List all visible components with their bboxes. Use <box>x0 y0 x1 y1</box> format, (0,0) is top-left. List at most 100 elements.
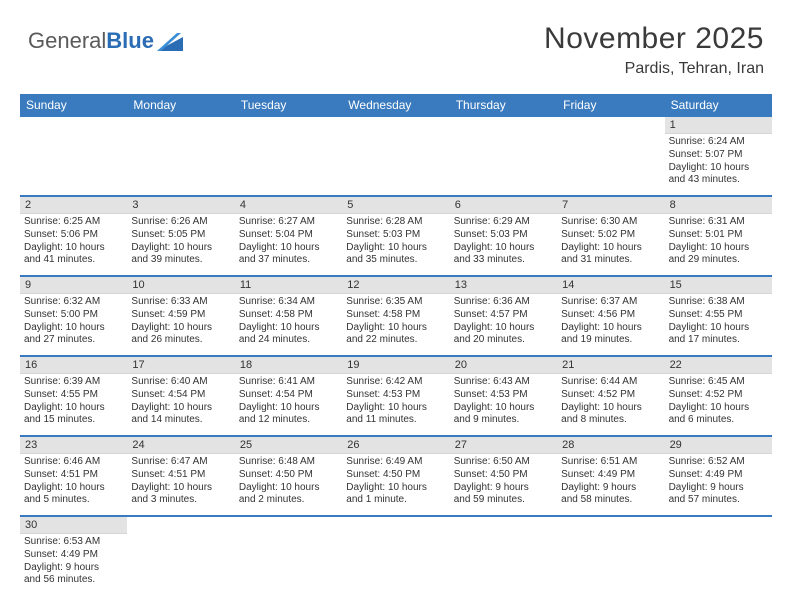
day-cell: 30Sunrise: 6:53 AMSunset: 4:49 PMDayligh… <box>20 517 127 595</box>
day-header-cell: Tuesday <box>235 94 342 117</box>
empty-cell <box>127 117 234 195</box>
week-row: 23Sunrise: 6:46 AMSunset: 4:51 PMDayligh… <box>20 437 772 515</box>
day-cell: 5Sunrise: 6:28 AMSunset: 5:03 PMDaylight… <box>342 197 449 275</box>
empty-cell <box>557 117 664 195</box>
day-number: 8 <box>665 197 772 214</box>
day-cell: 3Sunrise: 6:26 AMSunset: 5:05 PMDaylight… <box>127 197 234 275</box>
day-number <box>342 117 449 133</box>
day-number: 28 <box>557 437 664 454</box>
day-cell: 1Sunrise: 6:24 AMSunset: 5:07 PMDaylight… <box>665 117 772 195</box>
header: GeneralBlue November 2025 Pardis, Tehran… <box>0 0 792 86</box>
empty-cell <box>127 517 234 595</box>
day-cell: 4Sunrise: 6:27 AMSunset: 5:04 PMDaylight… <box>235 197 342 275</box>
empty-cell <box>450 517 557 595</box>
day-number: 10 <box>127 277 234 294</box>
day-number: 25 <box>235 437 342 454</box>
day-cell: 20Sunrise: 6:43 AMSunset: 4:53 PMDayligh… <box>450 357 557 435</box>
day-number: 12 <box>342 277 449 294</box>
empty-cell <box>235 517 342 595</box>
logo-text-blue: Blue <box>106 28 154 54</box>
day-content: Sunrise: 6:52 AMSunset: 4:49 PMDaylight:… <box>665 454 772 511</box>
day-number: 22 <box>665 357 772 374</box>
day-content: Sunrise: 6:27 AMSunset: 5:04 PMDaylight:… <box>235 214 342 271</box>
week-row: 2Sunrise: 6:25 AMSunset: 5:06 PMDaylight… <box>20 197 772 275</box>
day-number: 19 <box>342 357 449 374</box>
day-number <box>557 117 664 133</box>
day-cell: 7Sunrise: 6:30 AMSunset: 5:02 PMDaylight… <box>557 197 664 275</box>
day-number: 30 <box>20 517 127 534</box>
day-content: Sunrise: 6:38 AMSunset: 4:55 PMDaylight:… <box>665 294 772 351</box>
day-cell: 6Sunrise: 6:29 AMSunset: 5:03 PMDaylight… <box>450 197 557 275</box>
day-header-cell: Friday <box>557 94 664 117</box>
day-content: Sunrise: 6:42 AMSunset: 4:53 PMDaylight:… <box>342 374 449 431</box>
day-cell: 27Sunrise: 6:50 AMSunset: 4:50 PMDayligh… <box>450 437 557 515</box>
day-cell: 2Sunrise: 6:25 AMSunset: 5:06 PMDaylight… <box>20 197 127 275</box>
day-number <box>235 517 342 533</box>
day-content: Sunrise: 6:49 AMSunset: 4:50 PMDaylight:… <box>342 454 449 511</box>
day-cell: 16Sunrise: 6:39 AMSunset: 4:55 PMDayligh… <box>20 357 127 435</box>
day-cell: 11Sunrise: 6:34 AMSunset: 4:58 PMDayligh… <box>235 277 342 355</box>
day-content: Sunrise: 6:26 AMSunset: 5:05 PMDaylight:… <box>127 214 234 271</box>
day-content: Sunrise: 6:35 AMSunset: 4:58 PMDaylight:… <box>342 294 449 351</box>
empty-cell <box>665 517 772 595</box>
day-number: 29 <box>665 437 772 454</box>
day-number: 13 <box>450 277 557 294</box>
day-content: Sunrise: 6:48 AMSunset: 4:50 PMDaylight:… <box>235 454 342 511</box>
day-number: 11 <box>235 277 342 294</box>
day-number <box>342 517 449 533</box>
day-cell: 9Sunrise: 6:32 AMSunset: 5:00 PMDaylight… <box>20 277 127 355</box>
empty-cell <box>235 117 342 195</box>
day-number: 5 <box>342 197 449 214</box>
day-number: 9 <box>20 277 127 294</box>
day-header-row: SundayMondayTuesdayWednesdayThursdayFrid… <box>20 94 772 117</box>
day-content: Sunrise: 6:53 AMSunset: 4:49 PMDaylight:… <box>20 534 127 591</box>
day-number <box>665 517 772 533</box>
day-header-cell: Thursday <box>450 94 557 117</box>
day-header-cell: Wednesday <box>342 94 449 117</box>
day-number: 18 <box>235 357 342 374</box>
day-content: Sunrise: 6:37 AMSunset: 4:56 PMDaylight:… <box>557 294 664 351</box>
day-number: 21 <box>557 357 664 374</box>
day-number: 26 <box>342 437 449 454</box>
day-content: Sunrise: 6:47 AMSunset: 4:51 PMDaylight:… <box>127 454 234 511</box>
day-cell: 22Sunrise: 6:45 AMSunset: 4:52 PMDayligh… <box>665 357 772 435</box>
empty-cell <box>342 117 449 195</box>
day-cell: 25Sunrise: 6:48 AMSunset: 4:50 PMDayligh… <box>235 437 342 515</box>
day-cell: 26Sunrise: 6:49 AMSunset: 4:50 PMDayligh… <box>342 437 449 515</box>
day-cell: 12Sunrise: 6:35 AMSunset: 4:58 PMDayligh… <box>342 277 449 355</box>
day-content: Sunrise: 6:25 AMSunset: 5:06 PMDaylight:… <box>20 214 127 271</box>
day-content: Sunrise: 6:30 AMSunset: 5:02 PMDaylight:… <box>557 214 664 271</box>
day-cell: 13Sunrise: 6:36 AMSunset: 4:57 PMDayligh… <box>450 277 557 355</box>
day-cell: 29Sunrise: 6:52 AMSunset: 4:49 PMDayligh… <box>665 437 772 515</box>
empty-cell <box>450 117 557 195</box>
empty-cell <box>557 517 664 595</box>
day-number: 2 <box>20 197 127 214</box>
day-number <box>127 517 234 533</box>
day-number: 7 <box>557 197 664 214</box>
day-number: 17 <box>127 357 234 374</box>
day-number: 23 <box>20 437 127 454</box>
day-cell: 19Sunrise: 6:42 AMSunset: 4:53 PMDayligh… <box>342 357 449 435</box>
day-header-cell: Sunday <box>20 94 127 117</box>
calendar: SundayMondayTuesdayWednesdayThursdayFrid… <box>20 94 772 595</box>
day-number <box>557 517 664 533</box>
day-content: Sunrise: 6:50 AMSunset: 4:50 PMDaylight:… <box>450 454 557 511</box>
day-header-cell: Monday <box>127 94 234 117</box>
week-row: 1Sunrise: 6:24 AMSunset: 5:07 PMDaylight… <box>20 117 772 195</box>
location: Pardis, Tehran, Iran <box>544 60 764 78</box>
day-cell: 21Sunrise: 6:44 AMSunset: 4:52 PMDayligh… <box>557 357 664 435</box>
day-content: Sunrise: 6:43 AMSunset: 4:53 PMDaylight:… <box>450 374 557 431</box>
logo: GeneralBlue <box>28 22 183 54</box>
logo-text-general: General <box>28 28 106 54</box>
day-content: Sunrise: 6:36 AMSunset: 4:57 PMDaylight:… <box>450 294 557 351</box>
day-cell: 18Sunrise: 6:41 AMSunset: 4:54 PMDayligh… <box>235 357 342 435</box>
week-row: 9Sunrise: 6:32 AMSunset: 5:00 PMDaylight… <box>20 277 772 355</box>
logo-flag-icon <box>157 33 183 51</box>
day-number: 24 <box>127 437 234 454</box>
day-content: Sunrise: 6:44 AMSunset: 4:52 PMDaylight:… <box>557 374 664 431</box>
day-content: Sunrise: 6:46 AMSunset: 4:51 PMDaylight:… <box>20 454 127 511</box>
day-content: Sunrise: 6:31 AMSunset: 5:01 PMDaylight:… <box>665 214 772 271</box>
day-cell: 14Sunrise: 6:37 AMSunset: 4:56 PMDayligh… <box>557 277 664 355</box>
day-content: Sunrise: 6:45 AMSunset: 4:52 PMDaylight:… <box>665 374 772 431</box>
day-cell: 15Sunrise: 6:38 AMSunset: 4:55 PMDayligh… <box>665 277 772 355</box>
